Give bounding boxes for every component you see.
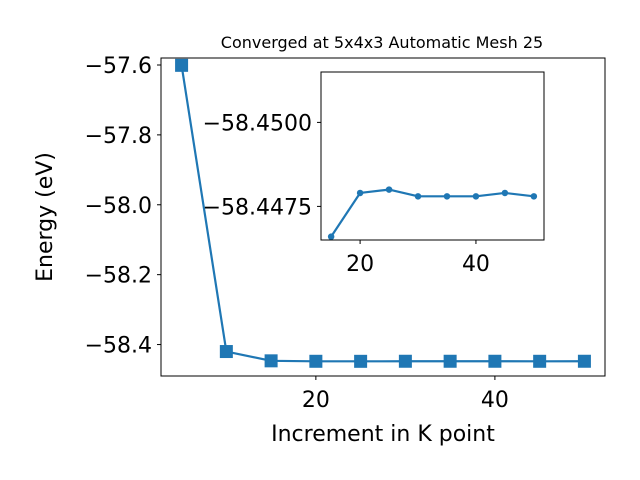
main-data-point	[264, 354, 278, 368]
main-y-tick-label: −58.4	[85, 334, 152, 359]
main-y-tick-label: −57.6	[85, 54, 152, 79]
inset-plot-area	[327, 186, 538, 240]
inset-y-tick-label: −58.4500	[203, 111, 312, 136]
inset-data-point	[414, 193, 422, 200]
inset-data-point	[356, 189, 364, 197]
main-data-point	[533, 354, 547, 368]
main-plot-area	[175, 58, 591, 368]
main-data-point	[219, 345, 233, 359]
main-chart-title: Converged at 5x4x3 Automatic Mesh 25	[221, 33, 543, 52]
main-chart: Converged at 5x4x3 Automatic Mesh 25 20 4…	[33, 33, 606, 447]
main-axis-ticks: 20 40 −57.6 −57.8 −58.0 −58.2 −58.4	[85, 54, 509, 413]
inset-chart: 20 40 −58.4500 −58.4475	[203, 71, 545, 277]
inset-data-point	[327, 233, 335, 240]
inset-y-tick-label: −58.4475	[203, 195, 312, 220]
main-series-line	[180, 65, 585, 363]
inset-background	[321, 72, 544, 240]
inset-data-point	[530, 193, 538, 200]
main-x-tick-label: 20	[302, 388, 330, 413]
main-y-tick-label: −57.8	[85, 124, 152, 149]
main-axes-frame	[160, 57, 606, 377]
inset-axes-frame	[320, 71, 545, 241]
main-data-point	[577, 354, 591, 368]
inset-data-point	[501, 189, 509, 197]
inset-data-point	[385, 186, 393, 193]
main-x-tick-label: 40	[481, 388, 509, 413]
inset-data-point	[472, 193, 480, 200]
main-y-axis-label: Energy (eV)	[33, 152, 58, 282]
inset-series-line	[330, 188, 534, 238]
inset-x-tick-label: 40	[462, 252, 490, 277]
main-data-point	[398, 354, 412, 368]
main-y-tick-label: −58.0	[85, 194, 152, 219]
main-y-tick-label: −58.2	[85, 264, 152, 289]
inset-x-tick-label: 20	[346, 252, 374, 277]
main-x-axis-label: Increment in K point	[271, 422, 495, 447]
main-data-point	[175, 58, 189, 72]
main-data-point	[354, 354, 368, 368]
main-data-point	[309, 354, 323, 368]
inset-data-point	[443, 193, 451, 200]
inset-axis-ticks: 20 40 −58.4500 −58.4475	[203, 111, 490, 277]
main-data-point	[488, 354, 502, 368]
main-data-point	[443, 354, 457, 368]
